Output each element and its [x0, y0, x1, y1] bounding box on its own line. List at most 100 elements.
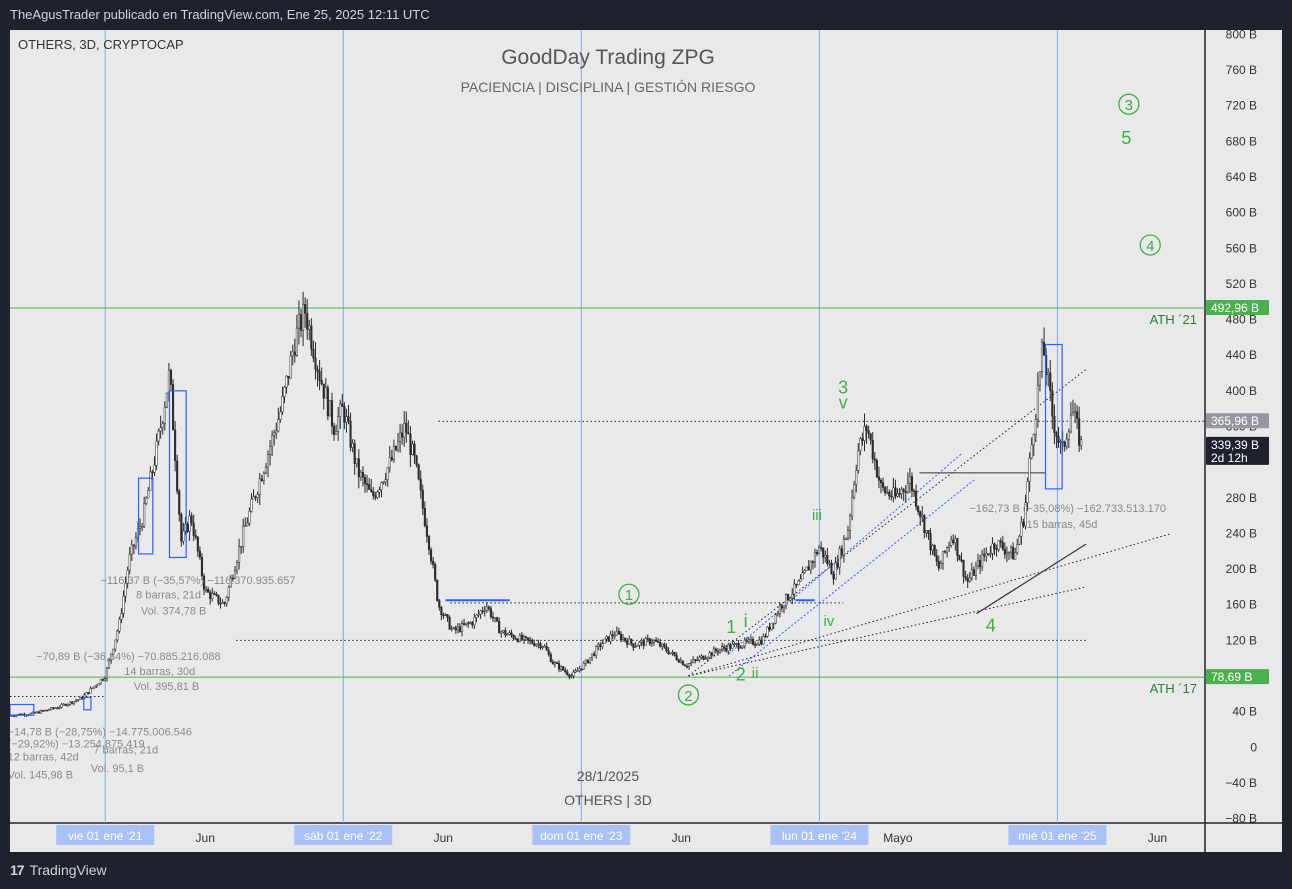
wave-label: 3 [1125, 97, 1133, 114]
candle-body [1059, 441, 1062, 443]
candle-body [667, 650, 670, 655]
candle-body [415, 455, 418, 466]
candle-body [41, 710, 45, 712]
tradingview-logo[interactable]: 17 TradingView [10, 862, 107, 878]
candle-body [438, 600, 441, 608]
candle-body [143, 502, 146, 527]
candle-body [219, 603, 222, 605]
candle-body [366, 483, 369, 486]
candle-body [803, 570, 806, 573]
candle-body [229, 577, 232, 588]
tradingview-logo-icon: 17 [10, 862, 25, 878]
candle-body [661, 643, 664, 647]
candle-body [355, 458, 358, 464]
candle-body [979, 560, 982, 568]
candle-body [809, 561, 812, 571]
candle-body [669, 652, 672, 655]
candle-body [836, 562, 839, 568]
candle-body [799, 578, 802, 582]
candle-body [169, 369, 173, 385]
candle-body [861, 438, 864, 441]
candle-body [1038, 371, 1041, 386]
candle-body [223, 602, 226, 604]
candle-body [215, 593, 218, 596]
candle-body [838, 548, 841, 568]
candle-body [638, 641, 641, 646]
candle-body [287, 375, 290, 379]
watermark-date: 28/1/2025 [577, 768, 639, 784]
candle-body [70, 701, 73, 704]
candle-body [943, 550, 947, 553]
chart-svg[interactable]: GoodDay Trading ZPG PACIENCIA | DISCIPLIN… [8, 27, 1282, 852]
candle-body [427, 536, 431, 550]
candle-body [124, 582, 127, 597]
candle-body [419, 478, 422, 491]
candle-body [654, 639, 658, 642]
candle-body [374, 495, 377, 498]
candle-body [578, 668, 581, 671]
candle-body [403, 422, 406, 438]
candle-body [915, 491, 918, 507]
wave-label: 2 [736, 664, 746, 684]
candle-body [555, 662, 559, 664]
wave-label: iii [812, 507, 822, 524]
measure-annotation: Vol. 374,78 B [141, 606, 206, 618]
candle-body [628, 638, 631, 645]
candle-body [510, 632, 513, 636]
candle-body [186, 523, 189, 532]
candle-body [659, 641, 662, 647]
wave-label: v [839, 393, 848, 413]
candle-body [425, 525, 428, 537]
level-label: ATH ´17 [1150, 681, 1197, 696]
candle-body [194, 535, 197, 538]
candle-body [690, 661, 693, 664]
candle-body [520, 634, 523, 640]
x-highlight-label: vie 01 ene '21 [68, 829, 143, 843]
candle-body [97, 683, 100, 686]
candle-body [479, 610, 482, 615]
candle-body [209, 591, 212, 599]
candle-body [250, 498, 253, 512]
candle-body [434, 564, 437, 581]
candle-body [421, 489, 424, 509]
candle-body [508, 632, 511, 635]
candle-body [62, 703, 65, 706]
publish-header: TheAgusTrader publicado en TradingView.c… [0, 0, 1292, 30]
candle-body [828, 562, 831, 565]
candle-body [312, 349, 315, 359]
chart-panel[interactable]: GoodDay Trading ZPG PACIENCIA | DISCIPLIN… [8, 27, 1282, 852]
candle-body [1063, 441, 1066, 447]
y-tick-label: 280 B [1226, 491, 1257, 505]
candle-body [1036, 384, 1039, 420]
candle-body [456, 626, 459, 631]
candle-body [227, 586, 230, 598]
candle-body [506, 633, 509, 636]
candle-body [359, 472, 362, 478]
candle-body [842, 539, 845, 556]
candle-body [580, 668, 583, 671]
wave-label: ii [752, 665, 759, 682]
candle-body [473, 617, 476, 626]
candle-body [1001, 542, 1004, 550]
candle-body [813, 552, 817, 563]
candle-body [384, 479, 387, 483]
candle-body [161, 422, 164, 428]
candle-body [912, 490, 916, 493]
candle-body [896, 493, 899, 497]
candle-body [599, 644, 602, 647]
candle-body [1069, 414, 1072, 433]
candle-body [882, 482, 885, 488]
candle-body [299, 314, 303, 331]
candle-body [869, 433, 872, 441]
candle-body [279, 411, 282, 420]
candle-body [615, 630, 618, 636]
footer-bar: 17 TradingView [0, 852, 1292, 889]
candle-body [283, 387, 286, 397]
candle-body [939, 563, 942, 569]
candle-body [739, 647, 742, 649]
candle-body [498, 621, 501, 634]
candle-body [405, 422, 408, 434]
candle-body [436, 579, 439, 601]
y-tick-label: 720 B [1226, 99, 1257, 113]
candle-body [981, 553, 984, 568]
